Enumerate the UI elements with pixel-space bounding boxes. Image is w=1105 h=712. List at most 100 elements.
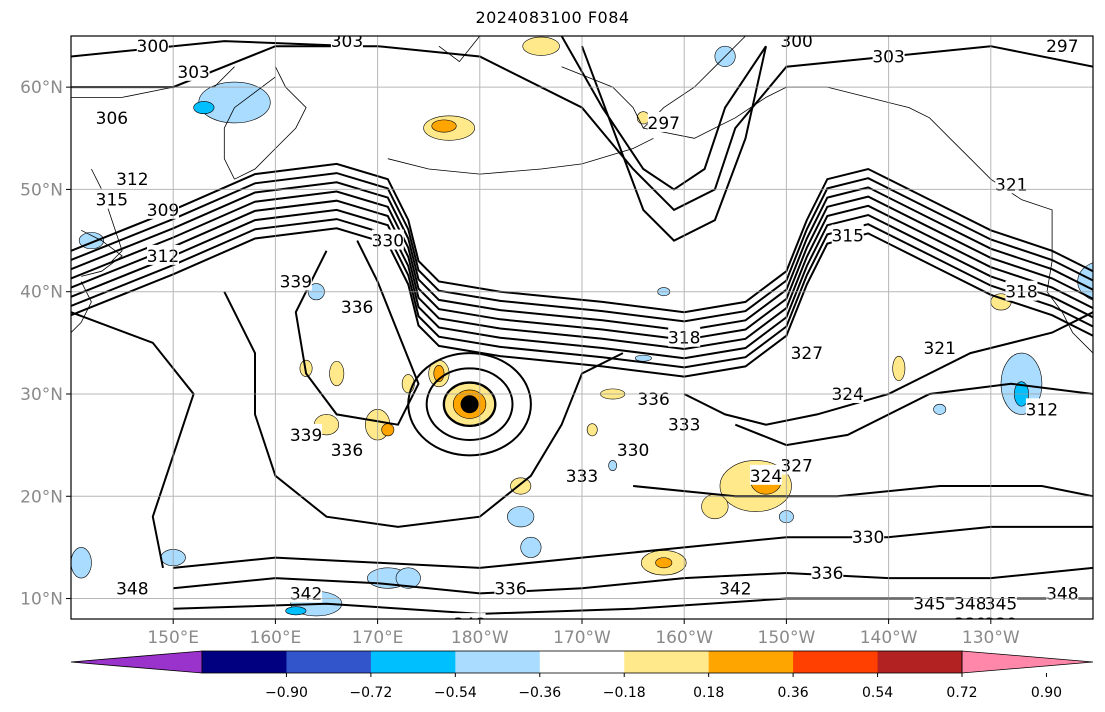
coastline: [223, 76, 276, 180]
shaded-area: [933, 403, 947, 415]
contour-label-bg: [116, 168, 149, 189]
contour-label-bg: [177, 60, 210, 81]
contour-label-bg: [954, 613, 987, 619]
contour-label-bg: [749, 464, 782, 485]
contour-label-bg: [1046, 582, 1079, 603]
contour-label: 312: [147, 247, 179, 267]
contour-label: 336: [811, 564, 843, 584]
contour-label: 327: [791, 344, 823, 364]
shaded-area: [193, 101, 215, 115]
contour-label-bg: [637, 388, 670, 409]
x-axis-ticks: 150°E 160°E 170°E 180°W 170°W 160°W 150°W 140°W…: [147, 619, 1020, 648]
contour-label: 348: [116, 579, 148, 599]
contour-label: 324: [750, 467, 782, 487]
x-tick-label: 170°W: [553, 628, 611, 648]
contour-label-bg: [617, 439, 650, 460]
colorbar-tick-label: −0.18: [603, 685, 646, 701]
contour-label-bg: [719, 577, 752, 598]
shaded-area: [634, 354, 652, 362]
shaded-area: [431, 119, 457, 133]
contour-label-bg: [780, 36, 813, 51]
shaded-area: [71, 547, 92, 579]
contour-label: 336: [341, 298, 373, 318]
colorbar-frame: [201, 650, 963, 674]
contour-label: 342: [719, 579, 751, 599]
x-tick-label: 130°W: [962, 628, 1020, 648]
contour-label-bg: [290, 423, 323, 444]
coastline: [91, 168, 123, 262]
colorbar-tick-label: 0.36: [778, 685, 809, 701]
colorbar-segment: [202, 651, 287, 673]
coastline: [81, 229, 123, 277]
contour-line: [71, 172, 1093, 323]
contour-label: 348: [1046, 584, 1078, 604]
x-tick-label: 160°E: [250, 628, 302, 648]
contour-line: [71, 227, 1093, 378]
colorbar-segment: [455, 651, 541, 673]
contour-label: 339: [954, 615, 986, 635]
coastline: [438, 36, 481, 63]
colorbar-tick-label: −0.54: [434, 685, 477, 701]
shaded-area: [522, 36, 560, 56]
contour-label-bg: [146, 244, 179, 265]
contour-line: [71, 218, 1093, 369]
colorbar-tick-label: 0.90: [1031, 685, 1062, 701]
shaded-area: [655, 557, 673, 569]
shaded-area: [395, 567, 421, 589]
contour-label: 306: [96, 109, 128, 129]
shaded-area: [285, 606, 307, 616]
contour-label-bg: [831, 382, 864, 403]
contour-label-bg: [494, 577, 527, 598]
colorbar: −0.90 −0.72 −0.54 −0.36 −0.18 0.18 0.36 0.54 0.7…: [70, 650, 1094, 701]
contour-label-bg: [1046, 36, 1079, 56]
colorbar-tick-label: −0.36: [518, 685, 561, 701]
contour-label: 336: [331, 441, 363, 461]
storm-marker: [460, 395, 479, 414]
contour-label-bg: [341, 296, 374, 317]
contour-label: 297: [648, 114, 680, 134]
contour-label: 300: [137, 37, 169, 57]
contour-label: 300: [780, 32, 812, 52]
contour-ring: [407, 352, 532, 457]
shaded-area: [701, 493, 729, 520]
contour-label: 303: [331, 32, 363, 52]
colorbar-tick-label: −0.90: [265, 685, 308, 701]
contour-label-bg: [95, 106, 128, 127]
colorbar-segment: [370, 651, 456, 673]
contour-label: 327: [780, 457, 812, 477]
contour-label-bg: [790, 342, 823, 363]
contour-label-bg: [330, 439, 363, 460]
contour-line: [683, 311, 1093, 426]
contour-line: [71, 162, 1093, 314]
y-tick-label: 30°N: [20, 385, 63, 405]
contour-label-bg: [954, 592, 987, 613]
contour-label-bg: [453, 613, 486, 619]
colorbar-segment: [877, 651, 963, 673]
colorbar-tick-label: −0.72: [349, 685, 392, 701]
contour-label: 339: [290, 426, 322, 446]
contour-label-bg: [1025, 398, 1058, 419]
colorbar-tick-label: 0.54: [862, 685, 893, 701]
contour-label: 309: [147, 201, 179, 221]
contour-line: [173, 525, 1093, 569]
colorbar-tick-label: 0.72: [946, 685, 977, 701]
shaded-area: [892, 355, 906, 381]
contour-line: [71, 208, 1093, 360]
contour-label: 324: [831, 385, 863, 405]
shaded-area: [608, 460, 618, 471]
colorbar-tick-label: 0.18: [693, 685, 724, 701]
contour-line: [173, 566, 1093, 595]
x-tick-label: 180°W: [451, 628, 509, 648]
contour-label-bg: [811, 561, 844, 582]
contour-label-bg: [116, 577, 149, 598]
contour-line: [71, 199, 1093, 351]
contour-label: 303: [177, 63, 209, 83]
x-tick-label: 140°W: [860, 628, 918, 648]
contour-label: 339: [280, 272, 312, 292]
contour-label-bg: [146, 198, 179, 219]
contour-label: 339: [985, 615, 1017, 635]
contour-label-bg: [1005, 280, 1038, 301]
contour-label-bg: [995, 173, 1028, 194]
contour-label-bg: [290, 582, 323, 603]
contour-label: 318: [1005, 283, 1037, 303]
